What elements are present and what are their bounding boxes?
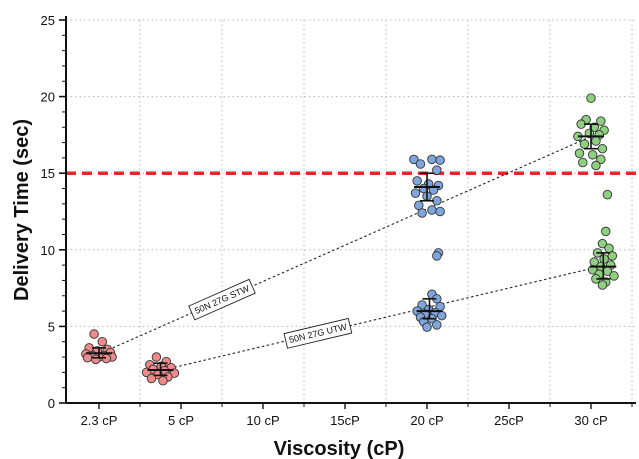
data-point — [409, 154, 419, 165]
data-point — [432, 251, 442, 261]
errorbar-layer — [86, 123, 617, 377]
data-point — [589, 122, 600, 132]
data-point — [586, 93, 596, 103]
x-tick-label: 10 cP — [246, 413, 279, 428]
data-point — [410, 188, 421, 198]
data-point — [435, 206, 445, 217]
data-point — [609, 271, 619, 281]
data-point — [597, 143, 608, 154]
data-point — [602, 189, 613, 200]
trendline — [159, 266, 600, 372]
axes: 0 5 10 15 20 25 2.3 cP 5 cP 10 cP 15cP 20 cP 25cP 30… — [41, 13, 636, 428]
y-tick-label: 10 — [41, 243, 55, 258]
data-point — [422, 322, 432, 332]
data-point — [417, 300, 427, 310]
data-point — [432, 320, 442, 330]
x-tick-label: 5 cP — [168, 413, 194, 428]
data-point — [427, 154, 437, 165]
x-tick-label: 25cP — [494, 413, 524, 428]
data-point — [607, 251, 618, 261]
x-tick-label: 2.3 cP — [81, 413, 118, 428]
data-point — [574, 148, 585, 159]
y-tick-label: 15 — [41, 166, 55, 181]
trendline-label-border — [188, 278, 256, 321]
x-tick-label: 15cP — [330, 413, 360, 428]
data-point — [97, 336, 108, 347]
trendline-label-border — [283, 317, 353, 349]
annotation-layer: 50N 27G STW 50N 27G UTW — [188, 278, 353, 349]
data-point — [596, 116, 606, 126]
trendline-label: 50N 27G STW — [193, 283, 251, 316]
y-tick-label: 25 — [41, 13, 55, 28]
x-axis-title: Viscosity (cP) — [274, 438, 405, 459]
data-point — [412, 176, 422, 186]
data-point — [437, 310, 447, 321]
x-tick-label: 20 cP — [410, 413, 443, 428]
data-point — [601, 226, 611, 237]
trendline-layer — [98, 135, 600, 372]
data-point — [579, 139, 590, 149]
data-point — [597, 280, 608, 290]
data-point — [578, 157, 588, 168]
data-point — [427, 205, 437, 215]
data-point — [89, 329, 99, 339]
data-point — [597, 238, 608, 249]
data-point — [591, 136, 601, 146]
data-point — [158, 376, 168, 386]
data-point — [432, 165, 442, 175]
data-point — [415, 159, 426, 169]
y-axis-title: Delivery Time (sec) — [11, 119, 33, 301]
x-tick-label: 30 cP — [574, 413, 607, 428]
points-layer — [81, 93, 619, 386]
data-point — [151, 352, 162, 362]
data-point — [587, 150, 598, 160]
grid — [66, 19, 636, 403]
y-tick-label: 0 — [48, 396, 55, 411]
data-point — [591, 160, 601, 171]
data-point — [435, 155, 445, 165]
y-tick-label: 5 — [48, 319, 55, 334]
data-point — [596, 154, 606, 165]
data-point — [146, 373, 157, 384]
data-point — [82, 353, 93, 363]
y-tick-label: 20 — [41, 90, 55, 105]
data-point — [417, 208, 427, 218]
trendline-label: 50N 27G UTW — [288, 322, 348, 345]
trendline-label-box: 50N 27G UTW — [283, 317, 353, 349]
